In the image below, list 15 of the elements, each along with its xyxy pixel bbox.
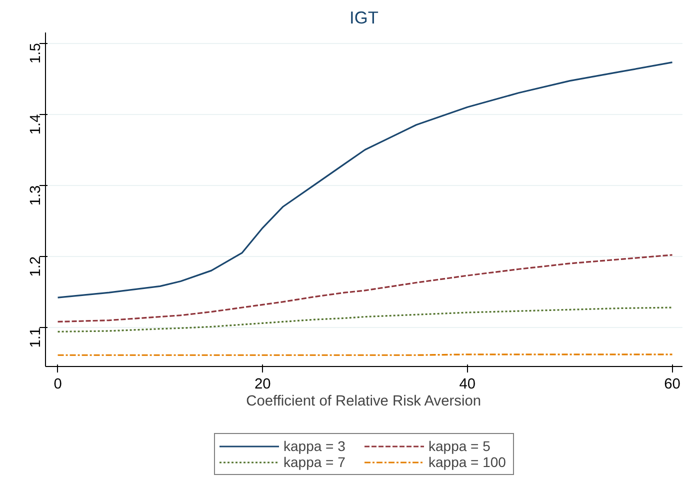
legend-label: kappa = 100 [428,454,507,470]
legend-label: kappa = 5 [428,438,492,454]
x-tick-label: 40 [459,376,476,392]
legend-label: kappa = 7 [284,454,346,470]
y-tick-label: 1.1 [28,327,44,348]
y-tick-label: 1.5 [28,43,44,64]
y-tick-label: 1.2 [28,256,44,277]
y-tick-label: 1.3 [28,185,44,206]
x-tick-label: 60 [664,376,680,392]
legend-label: kappa = 3 [284,438,346,454]
x-tick-label: 20 [254,376,271,392]
chart-title: IGT [350,8,379,28]
x-tick-label: 0 [54,376,62,392]
x-axis-title: Coefficient of Relative Risk Aversion [246,394,482,410]
y-tick-label: 1.4 [28,114,44,135]
